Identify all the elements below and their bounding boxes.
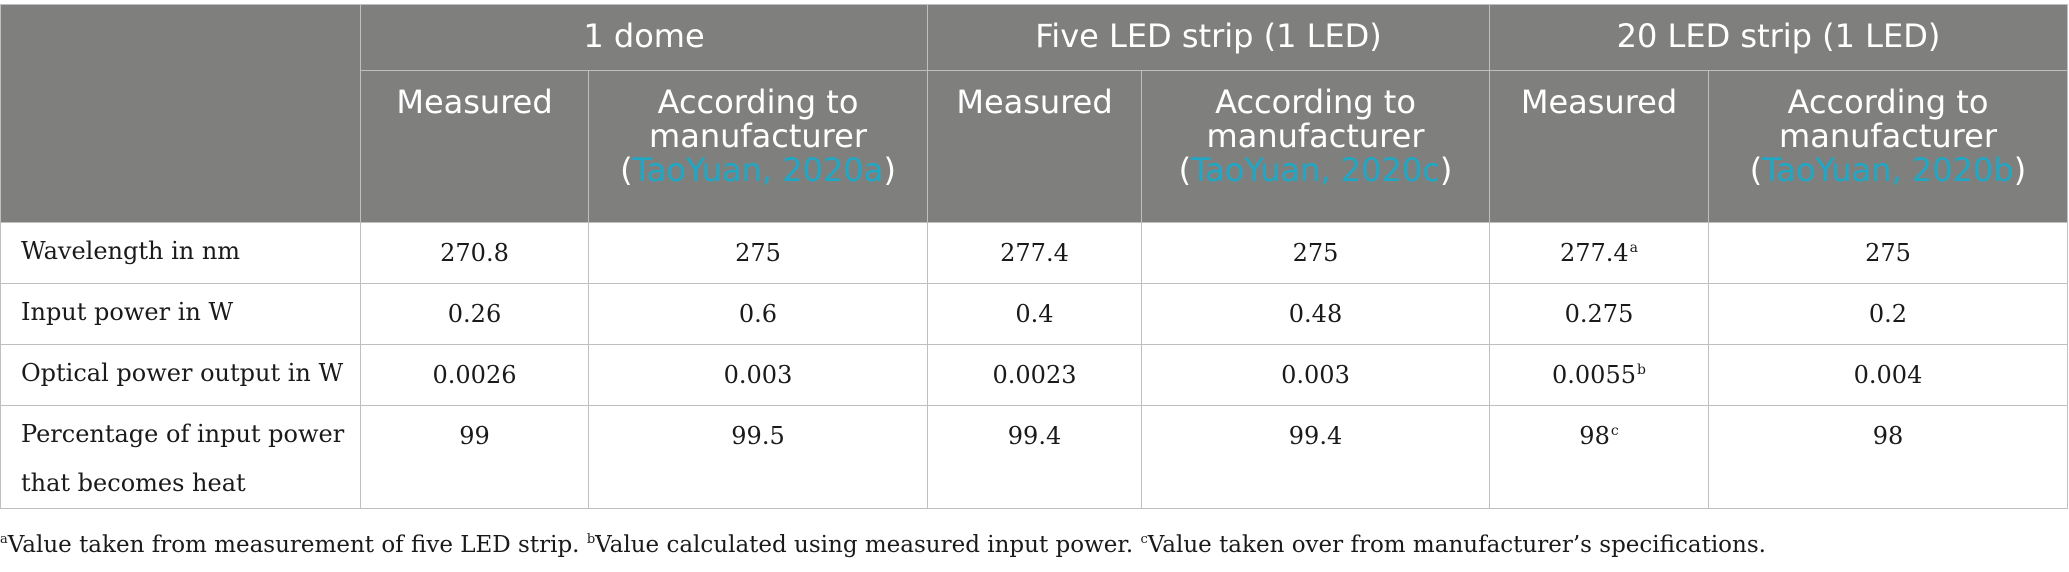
data-table-container: 1 dome Five LED strip (1 LED) 20 LED str… bbox=[0, 4, 2068, 509]
cell-value: 270.8 bbox=[440, 239, 509, 267]
cell-value: 277.4 bbox=[1000, 239, 1069, 267]
cell-value: 275 bbox=[1292, 239, 1339, 267]
table-cell: 99.5 bbox=[588, 405, 928, 509]
group-header: 1 dome bbox=[360, 4, 928, 71]
sub-header: Measured bbox=[1489, 70, 1709, 223]
table-cell: 99 bbox=[360, 405, 589, 509]
cell-value: 0.6 bbox=[738, 300, 778, 328]
sub-header-text: Measured bbox=[956, 83, 1113, 121]
sub-header-text: Measured bbox=[1520, 83, 1678, 121]
table-cell: 0.26 bbox=[360, 283, 589, 345]
footnote-text: Value taken from measurement of five LED… bbox=[7, 532, 587, 558]
cell-value: 275 bbox=[1865, 239, 1911, 267]
table-cell: 275 bbox=[1141, 222, 1490, 284]
row-label: Input power in W bbox=[0, 283, 361, 345]
row-label: Percentage of input power that becomes h… bbox=[0, 405, 361, 509]
table-cell: 277.4a bbox=[1489, 222, 1709, 284]
sub-header: Measured bbox=[927, 70, 1142, 223]
table-cell: 0.2 bbox=[1708, 283, 2068, 345]
footnote-marker: a bbox=[1629, 240, 1639, 256]
table-cell: 0.48 bbox=[1141, 283, 1490, 345]
sub-header-text: Measured bbox=[396, 83, 553, 121]
led-specs-table: 1 dome Five LED strip (1 LED) 20 LED str… bbox=[0, 4, 2068, 509]
cell-value: 0.003 bbox=[723, 361, 793, 389]
cell-value: 0.48 bbox=[1288, 300, 1343, 328]
cell-value: 99.5 bbox=[731, 422, 785, 450]
cell-value: 0.003 bbox=[1281, 361, 1350, 389]
group-header: Five LED strip (1 LED) bbox=[927, 4, 1490, 71]
table-cell: 99.4 bbox=[927, 405, 1142, 509]
table-footnotes: aValue taken from measurement of five LE… bbox=[0, 532, 2067, 558]
table-row: Optical power output in W 0.0026 0.003 0… bbox=[0, 344, 2068, 406]
paren-open: ( bbox=[1178, 151, 1192, 189]
cell-value: 277.4 bbox=[1559, 239, 1629, 267]
footnote-mark: a bbox=[0, 532, 8, 547]
cell-value: 0.004 bbox=[1853, 361, 1923, 389]
paren-open: ( bbox=[620, 151, 633, 189]
table-cell: 99.4 bbox=[1141, 405, 1490, 509]
table-cell: 0.0055b bbox=[1489, 344, 1709, 406]
cell-value: 275 bbox=[735, 239, 781, 267]
table-cell: 270.8 bbox=[360, 222, 589, 284]
row-label: Wavelength in nm bbox=[0, 222, 361, 284]
table-row: Input power in W 0.26 0.6 0.4 0.48 0.275… bbox=[0, 283, 2068, 345]
table-cell: 0.6 bbox=[588, 283, 928, 345]
table-cell: 98c bbox=[1489, 405, 1709, 509]
footnote-mark: b bbox=[586, 532, 596, 547]
footnote-text: Value taken over from manufacturer’s spe… bbox=[1147, 532, 1766, 558]
cell-value: 0.0023 bbox=[992, 361, 1077, 389]
sub-header: Measured bbox=[360, 70, 589, 223]
citation-link[interactable]: TaoYuan, 2020c bbox=[1191, 151, 1440, 189]
paren-close: ) bbox=[883, 151, 896, 189]
cell-value: 99.4 bbox=[1288, 422, 1343, 450]
cell-value: 0.0026 bbox=[432, 361, 517, 389]
footnote-text: Value calculated using measured input po… bbox=[595, 532, 1141, 558]
table-row: Percentage of input power that becomes h… bbox=[0, 405, 2068, 509]
paren-open: ( bbox=[1749, 151, 1763, 189]
cell-value: 0.0055 bbox=[1552, 361, 1636, 389]
cell-value: 0.2 bbox=[1868, 300, 1908, 328]
table-cell: 275 bbox=[588, 222, 928, 284]
citation-link[interactable]: TaoYuan, 2020a bbox=[632, 151, 884, 189]
cell-value: 99.4 bbox=[1007, 422, 1062, 450]
table-cell: 0.4 bbox=[927, 283, 1142, 345]
table-cell: 275 bbox=[1708, 222, 2068, 284]
sub-header: According to manufacturer (TaoYuan, 2020b… bbox=[1708, 70, 2068, 223]
cell-value: 0.275 bbox=[1564, 300, 1634, 328]
sub-header-row: Measured According to manufacturer (TaoYu… bbox=[1, 70, 2068, 223]
sub-header-text: According to manufacturer bbox=[1779, 83, 1997, 155]
paren-close: ) bbox=[2013, 151, 2027, 189]
table-cell: 277.4 bbox=[927, 222, 1142, 284]
cell-value: 99 bbox=[459, 422, 490, 450]
footnote-marker: b bbox=[1637, 362, 1646, 378]
sub-header: According to manufacturer (TaoYuan, 2020c… bbox=[1141, 70, 1490, 223]
table-cell: 0.0023 bbox=[927, 344, 1142, 406]
table-cell: 0.004 bbox=[1708, 344, 2068, 406]
cell-value: 0.4 bbox=[1015, 300, 1054, 328]
citation-link[interactable]: TaoYuan, 2020b bbox=[1762, 151, 2014, 189]
footnote-marker: c bbox=[1610, 423, 1619, 439]
table-cell: 0.003 bbox=[588, 344, 928, 406]
table-cell: 98 bbox=[1708, 405, 2068, 509]
cell-value: 98 bbox=[1579, 422, 1610, 450]
corner-header-cell bbox=[0, 4, 361, 223]
table-cell: 0.003 bbox=[1141, 344, 1490, 406]
group-header-row: 1 dome Five LED strip (1 LED) 20 LED str… bbox=[0, 4, 2068, 223]
footnote-mark: c bbox=[1140, 532, 1148, 547]
row-label: Optical power output in W bbox=[0, 344, 361, 406]
sub-header-text: According to manufacturer bbox=[1206, 83, 1425, 155]
group-header: 20 LED strip (1 LED) bbox=[1489, 4, 2068, 71]
paren-close: ) bbox=[1439, 151, 1453, 189]
sub-header-text: According to manufacturer bbox=[649, 83, 867, 155]
table-cell: 0.0026 bbox=[360, 344, 589, 406]
cell-value: 98 bbox=[1872, 422, 1904, 450]
table-row: Wavelength in nm 270.8 275 277.4 275 277… bbox=[0, 222, 2068, 284]
cell-value: 0.26 bbox=[447, 300, 502, 328]
sub-header: According to manufacturer (TaoYuan, 2020a… bbox=[588, 70, 928, 223]
table-cell: 0.275 bbox=[1489, 283, 1709, 345]
